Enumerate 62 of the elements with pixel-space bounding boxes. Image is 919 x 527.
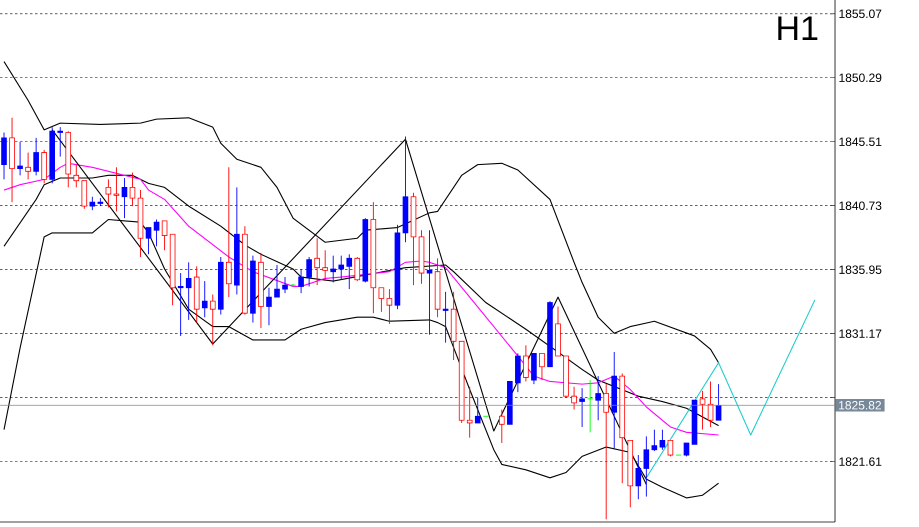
y-tick-label: 1850.29	[839, 74, 882, 82]
candlestick	[386, 288, 392, 324]
candlestick	[539, 352, 545, 381]
y-tick-label: 1835.95	[839, 265, 882, 274]
candlestick	[660, 429, 666, 450]
y-tick-label: 1855.07	[839, 10, 882, 18]
candlestick	[474, 397, 481, 424]
candlestick	[442, 291, 448, 344]
y-tick-label: 1831.17	[839, 329, 882, 338]
candlestick	[716, 384, 722, 421]
candlestick	[266, 287, 272, 326]
candlestick	[33, 137, 39, 176]
candlestick	[186, 262, 192, 320]
candlestick	[130, 172, 136, 207]
line-series	[646, 299, 816, 478]
candlestick	[499, 409, 505, 444]
candlestick	[354, 256, 360, 282]
candlestick	[114, 166, 120, 212]
candlestick	[700, 390, 706, 430]
candlestick	[652, 429, 658, 452]
candlestick	[595, 376, 601, 421]
candlestick	[202, 280, 208, 318]
y-tick-label: 1845.51	[839, 137, 882, 146]
ref-line-label: 1825.82	[839, 401, 881, 410]
candlestick	[57, 126, 64, 158]
candlestick	[122, 178, 128, 219]
candlestick	[603, 384, 609, 520]
candlestick	[571, 386, 577, 410]
candlestick	[274, 264, 280, 298]
candlestick	[466, 386, 472, 438]
candlestick	[90, 196, 96, 211]
candlestick	[635, 454, 642, 500]
candlestick	[346, 254, 352, 290]
candlestick	[338, 255, 344, 280]
candlestick	[314, 238, 320, 286]
candlestick	[668, 440, 674, 457]
candlestick	[579, 388, 585, 428]
y-tick-label: 1821.61	[839, 457, 882, 466]
candlestick	[162, 220, 168, 251]
candlestick	[684, 442, 690, 457]
candlestick	[523, 344, 529, 382]
candlestick	[306, 256, 312, 287]
candlestick	[322, 250, 328, 282]
candlestick	[644, 436, 650, 498]
candlestick	[73, 164, 80, 188]
candlestick	[282, 276, 288, 294]
annotation: H1	[778, 16, 818, 40]
candlestick	[178, 272, 184, 336]
candlestick	[25, 152, 31, 180]
candlestick	[17, 141, 23, 176]
candlestick	[106, 178, 112, 208]
y-tick-label: 1840.73	[839, 201, 882, 210]
candlestick	[330, 255, 336, 283]
candlestick	[210, 294, 216, 346]
candlestick	[426, 230, 432, 336]
candlestick	[587, 380, 594, 433]
candlestick	[154, 219, 160, 247]
candlestick	[708, 381, 714, 428]
candlestick	[226, 166, 232, 298]
candlestick	[146, 227, 152, 255]
candlestick	[378, 287, 384, 312]
candlestick	[298, 268, 304, 294]
